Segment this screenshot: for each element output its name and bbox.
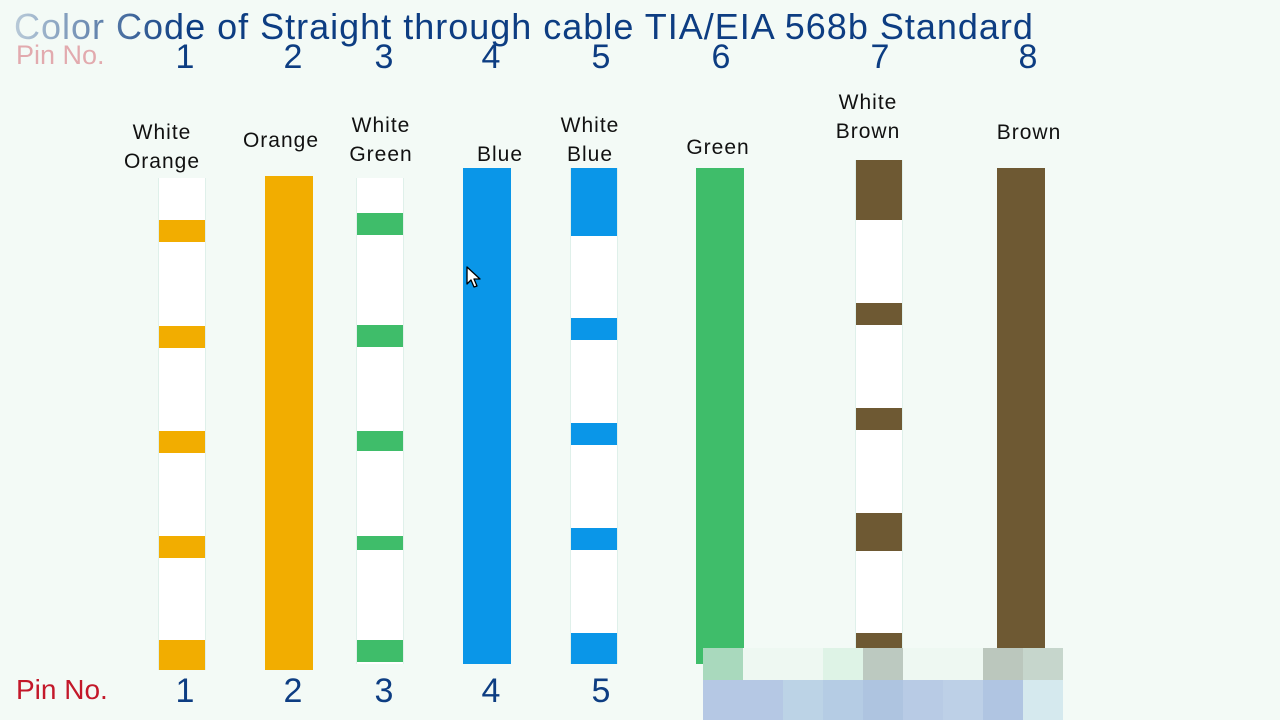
wire-label-5: White Blue (520, 111, 660, 169)
wire-stripe (571, 423, 617, 445)
top-pin-number-4: 4 (481, 38, 501, 76)
wire-label-7: White Brown (798, 88, 938, 146)
wire-label-6-line1: Green (686, 136, 750, 159)
wire-stripe (357, 640, 403, 662)
wire-stripe (856, 408, 902, 430)
top-pin-number-8: 8 (1018, 38, 1038, 76)
wire-stripe (159, 326, 205, 348)
pixel-block (1023, 648, 1063, 680)
top-pin-number-1: 1 (175, 38, 195, 76)
wire-label-2-line1: Orange (242, 129, 320, 152)
pixel-block (903, 680, 943, 720)
wire-white-green (356, 178, 404, 664)
top-pin-number-7: 7 (870, 38, 890, 76)
wire-green (696, 168, 744, 664)
wire-label-8-line1: Brown (996, 121, 1062, 144)
wire-label-5-line2: Blue (566, 143, 614, 166)
wire-white-orange (158, 178, 206, 670)
wire-label-2: Orange (211, 126, 351, 155)
wire-label-1-line2: Orange (123, 150, 201, 173)
wire-stripe (571, 318, 617, 340)
wire-orange (265, 176, 313, 670)
wire-label-3-line1: White (351, 114, 411, 137)
bottom-pin-number-1: 1 (175, 672, 195, 710)
wire-label-1: White Orange (92, 118, 232, 176)
wire-blue (463, 168, 511, 664)
pixel-block (703, 648, 743, 680)
wire-stripe (571, 528, 617, 550)
wire-label-3: White Green (311, 111, 451, 169)
wire-stripe (571, 633, 617, 664)
wire-label-1-line1: White (132, 121, 192, 144)
wire-label-4-line1: Blue (476, 143, 524, 166)
title-fade-overlay (14, 6, 184, 56)
pixel-block (863, 680, 903, 720)
wire-label-7-line2: Brown (835, 120, 901, 143)
wire-stripe (159, 431, 205, 453)
wire-stripe (856, 303, 902, 325)
wire-label-4: Blue (430, 140, 570, 169)
wire-white-blue (570, 168, 618, 664)
pixel-block (863, 648, 903, 680)
wire-white-brown (855, 160, 903, 652)
top-pin-number-5: 5 (591, 38, 611, 76)
wire-brown (997, 168, 1045, 652)
pixel-block (1023, 680, 1063, 720)
top-pin-number-3: 3 (374, 38, 394, 76)
wire-stripe (357, 213, 403, 235)
bottom-pin-number-3: 3 (374, 672, 394, 710)
pixel-block (943, 680, 983, 720)
pixel-block (823, 680, 863, 720)
bottom-pin-number-5: 5 (591, 672, 611, 710)
pin-label-bottom: Pin No. (16, 674, 108, 705)
wire-stripe (159, 640, 205, 670)
wire-stripe (357, 325, 403, 347)
pixel-block (983, 680, 1023, 720)
bottom-pin-number-2: 2 (283, 672, 303, 710)
wire-stripe (357, 431, 403, 451)
wire-stripe (856, 513, 902, 551)
wire-stripe (571, 168, 617, 236)
wire-stripe (357, 536, 403, 550)
pixel-block (703, 680, 783, 720)
mouse-pointer-icon (466, 266, 481, 288)
pixel-block (903, 648, 983, 680)
pin-label-top: Pin No. (16, 40, 105, 70)
bottom-pin-number-4: 4 (481, 672, 501, 710)
wire-label-8: Brown (959, 118, 1099, 147)
wire-stripe (159, 536, 205, 558)
pixel-block (983, 648, 1023, 680)
top-pin-number-2: 2 (283, 38, 303, 76)
wire-label-3-line2: Green (349, 143, 413, 166)
wire-stripe (856, 633, 902, 652)
top-pin-number-6: 6 (711, 38, 731, 76)
wire-label-5-line1: White (560, 114, 620, 137)
wire-label-7-line1: White (838, 91, 898, 114)
pixel-block (823, 648, 863, 680)
pixel-block (783, 680, 823, 720)
pixel-block (743, 648, 823, 680)
wire-label-6: Green (648, 133, 788, 162)
wire-stripe (856, 160, 902, 220)
wire-stripe (159, 220, 205, 242)
